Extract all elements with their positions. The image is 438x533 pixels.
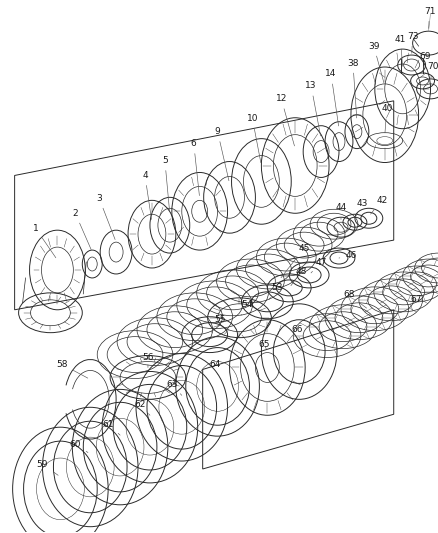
Text: 38: 38 xyxy=(346,59,358,118)
Text: 41: 41 xyxy=(394,35,406,66)
Text: 61: 61 xyxy=(102,419,120,435)
Text: 40: 40 xyxy=(380,104,392,133)
Text: 56: 56 xyxy=(142,353,153,367)
Text: 44: 44 xyxy=(335,203,346,220)
Text: 5: 5 xyxy=(162,156,169,212)
Text: 67: 67 xyxy=(408,290,421,304)
Text: 54: 54 xyxy=(240,300,253,316)
Text: 45: 45 xyxy=(280,244,309,278)
Text: 63: 63 xyxy=(166,380,181,395)
Text: 66: 66 xyxy=(291,325,302,337)
Text: 60: 60 xyxy=(69,440,88,453)
Text: 42: 42 xyxy=(370,196,386,214)
Text: 14: 14 xyxy=(325,69,338,126)
Text: 55: 55 xyxy=(211,315,225,333)
Text: 59: 59 xyxy=(37,459,58,475)
Text: 53: 53 xyxy=(268,284,283,300)
Text: 9: 9 xyxy=(214,127,228,181)
Text: 39: 39 xyxy=(367,42,383,83)
Text: 46: 46 xyxy=(338,251,356,260)
Text: 43: 43 xyxy=(355,199,367,216)
Text: 71: 71 xyxy=(423,7,434,28)
Text: 69: 69 xyxy=(419,52,430,71)
Text: 64: 64 xyxy=(208,360,220,375)
Text: 58: 58 xyxy=(57,360,88,378)
Text: 4: 4 xyxy=(142,171,151,220)
Text: 2: 2 xyxy=(72,209,91,249)
Text: 73: 73 xyxy=(406,31,417,53)
Text: 1: 1 xyxy=(32,224,56,258)
Text: 65: 65 xyxy=(258,340,269,349)
Text: 70: 70 xyxy=(426,61,437,78)
Text: 3: 3 xyxy=(96,194,115,239)
Text: 12: 12 xyxy=(275,94,294,146)
Text: 47: 47 xyxy=(311,257,326,273)
Text: 48: 48 xyxy=(290,268,306,286)
Text: 10: 10 xyxy=(246,114,260,163)
Text: 62: 62 xyxy=(134,400,150,415)
Text: 13: 13 xyxy=(305,82,320,136)
Text: 6: 6 xyxy=(191,139,199,196)
Text: 68: 68 xyxy=(343,290,366,308)
